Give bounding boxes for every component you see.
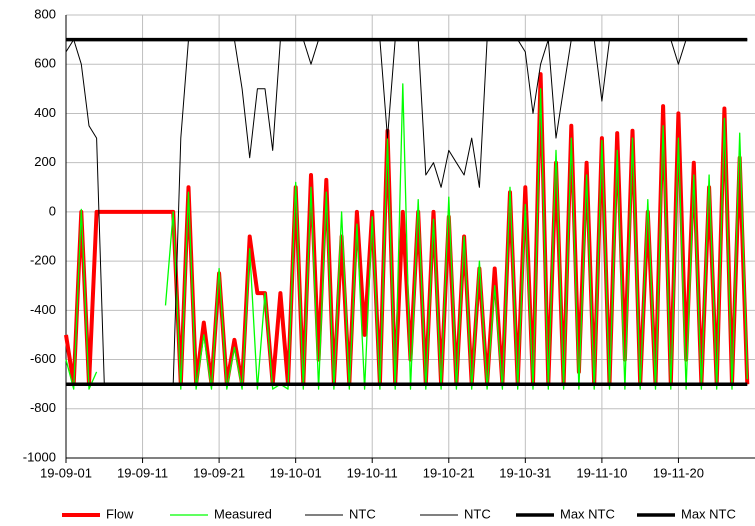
- x-tick-label: 19-10-31: [499, 465, 551, 480]
- legend-label: Max NTC: [560, 506, 615, 521]
- x-tick-label: 19-10-21: [423, 465, 475, 480]
- x-tick-label: 19-09-21: [193, 465, 245, 480]
- x-tick-label: 19-10-11: [347, 465, 398, 480]
- x-tick-label: 19-11-10: [576, 465, 627, 480]
- x-tick-label: 19-11-20: [653, 465, 704, 480]
- legend-label: Max NTC: [681, 506, 736, 521]
- y-tick-label: -400: [30, 302, 56, 317]
- y-tick-label: -1000: [23, 449, 56, 464]
- y-tick-label: 0: [49, 203, 56, 218]
- x-tick-label: 19-10-01: [270, 465, 322, 480]
- y-tick-label: -200: [30, 253, 56, 268]
- x-tick-label: 19-09-01: [40, 465, 92, 480]
- y-tick-label: 200: [34, 154, 56, 169]
- y-tick-label: -800: [30, 400, 56, 415]
- y-tick-label: 400: [34, 105, 56, 120]
- legend-label: Flow: [106, 506, 134, 521]
- legend-label: NTC: [464, 506, 491, 521]
- y-tick-label: -600: [30, 351, 56, 366]
- x-tick-label: 19-09-11: [117, 465, 168, 480]
- legend-label: Measured: [214, 506, 272, 521]
- y-tick-label: 600: [34, 56, 56, 71]
- y-tick-label: 800: [34, 6, 56, 21]
- legend-label: NTC: [349, 506, 376, 521]
